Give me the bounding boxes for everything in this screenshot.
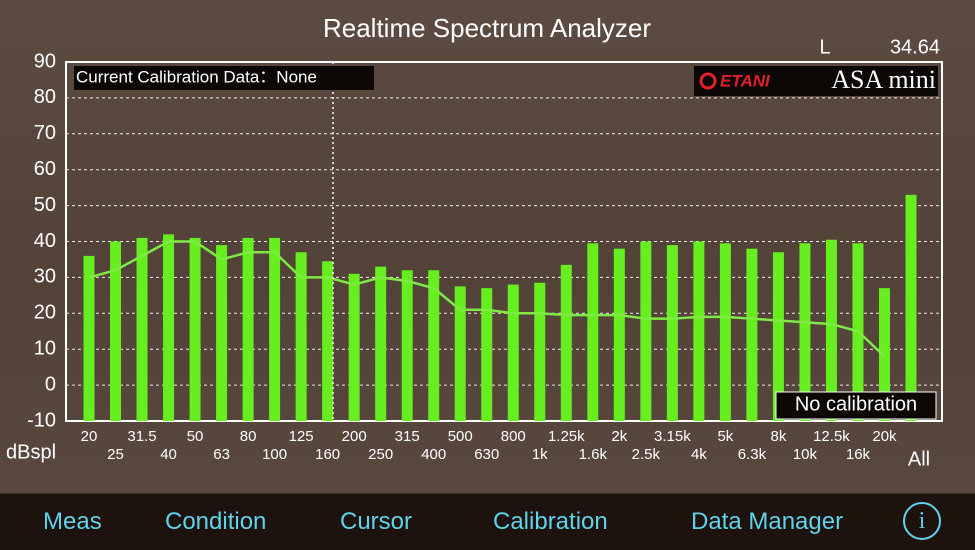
x-tick-label: 500 (448, 428, 473, 445)
y-tick-label: 20 (34, 302, 56, 324)
line (88, 240, 886, 358)
bar (905, 194, 917, 421)
annotation-box (775, 391, 937, 420)
bar (825, 239, 837, 421)
bar (454, 286, 466, 421)
bar (163, 234, 175, 421)
level-value: 34.64 (890, 36, 940, 58)
y-tick-label: 80 (34, 86, 56, 108)
annotation-bg (74, 66, 374, 90)
x-tick-label: 25 (107, 446, 124, 463)
x-tick-label: 20 (81, 428, 98, 445)
y-tick-label: 70 (34, 122, 56, 144)
x-tick-label: All (908, 448, 930, 470)
bar (772, 252, 784, 421)
bar (83, 255, 95, 421)
tab-condition[interactable]: Condition (165, 508, 267, 535)
x-tick-label: 400 (421, 446, 446, 463)
y-tick-label: 30 (34, 266, 56, 288)
logo-brand: ETANI (720, 71, 771, 90)
x-tick-label: 100 (262, 446, 287, 463)
x-tick-label: 315 (395, 428, 420, 445)
x-tick-label: 125 (289, 428, 314, 445)
x-tick-label: 1.25k (548, 428, 585, 445)
x-tick-label: 250 (368, 446, 393, 463)
x-tick-label: 8k (770, 428, 786, 445)
tab-data-manager[interactable]: Data Manager (691, 508, 844, 535)
y-axis-label: dBspl (6, 441, 56, 463)
bar (401, 270, 413, 421)
y-tick-label: 60 (34, 158, 56, 180)
x-tick-label: 1.6k (579, 446, 608, 463)
x-tick-label: 4k (691, 446, 707, 463)
bar (136, 237, 148, 421)
bar (613, 248, 625, 421)
bar (110, 241, 122, 421)
bar (560, 264, 572, 421)
bar (878, 288, 890, 421)
bar (242, 237, 254, 421)
bar (693, 241, 705, 421)
x-tick-label: 63 (213, 446, 230, 463)
y-tick-label: 40 (34, 230, 56, 252)
x-tick-label: 50 (187, 428, 204, 445)
y-tick-label: -10 (27, 409, 56, 431)
y-tick-label: 50 (34, 194, 56, 216)
bar (507, 284, 519, 421)
channel-label: L (819, 36, 830, 58)
bar (534, 282, 546, 421)
bar (295, 252, 307, 421)
x-tick-label: 20k (872, 428, 897, 445)
x-tick-label: 16k (846, 446, 871, 463)
bar (322, 261, 334, 421)
x-tick-label: 160 (315, 446, 340, 463)
bar (746, 248, 758, 421)
bar (375, 266, 387, 421)
calibration-annotation: Current Calibration Data：None (76, 67, 317, 86)
bar (428, 270, 440, 421)
bar (348, 273, 360, 421)
bar (799, 243, 811, 421)
y-tick-label: 0 (45, 373, 56, 395)
x-tick-label: 5k (717, 428, 733, 445)
x-tick-label: 80 (240, 428, 257, 445)
no-calibration-label: No calibration (795, 393, 917, 415)
x-tick-label: 6.3k (738, 446, 767, 463)
tab-meas[interactable]: Meas (43, 508, 102, 535)
bar (481, 288, 493, 421)
y-tick-label: 90 (34, 50, 56, 72)
x-tick-label: 31.5 (127, 428, 156, 445)
logo-bg (694, 66, 938, 96)
x-tick-label: 12.5k (813, 428, 850, 445)
tab-bar: Meas Condition Cursor Calibration Data M… (0, 493, 975, 550)
bar (189, 237, 201, 421)
bar (587, 243, 599, 421)
bar (640, 241, 652, 421)
x-tick-label: 2k (611, 428, 627, 445)
x-tick-label: 630 (474, 446, 499, 463)
tab-calibration[interactable]: Calibration (493, 508, 608, 535)
x-tick-label: 1k (532, 446, 548, 463)
x-tick-label: 10k (793, 446, 818, 463)
x-tick-label: 200 (342, 428, 367, 445)
x-tick-label: 2.5k (632, 446, 661, 463)
logo-model: ASA mini (831, 65, 936, 94)
chart: Realtime Spectrum Analyzer L 34.64 dBspl… (6, 13, 943, 470)
logo-icon (699, 72, 717, 90)
bar (666, 245, 678, 421)
chart-title: Realtime Spectrum Analyzer (323, 13, 651, 43)
bar (719, 243, 731, 421)
bar (269, 237, 281, 421)
x-tick-label: 3.15k (654, 428, 691, 445)
bar (216, 245, 228, 421)
info-button[interactable]: i (903, 502, 941, 540)
x-tick-label: 800 (501, 428, 526, 445)
tab-cursor[interactable]: Cursor (340, 508, 413, 535)
y-tick-label: 10 (34, 337, 56, 359)
x-tick-label: 40 (160, 446, 177, 463)
